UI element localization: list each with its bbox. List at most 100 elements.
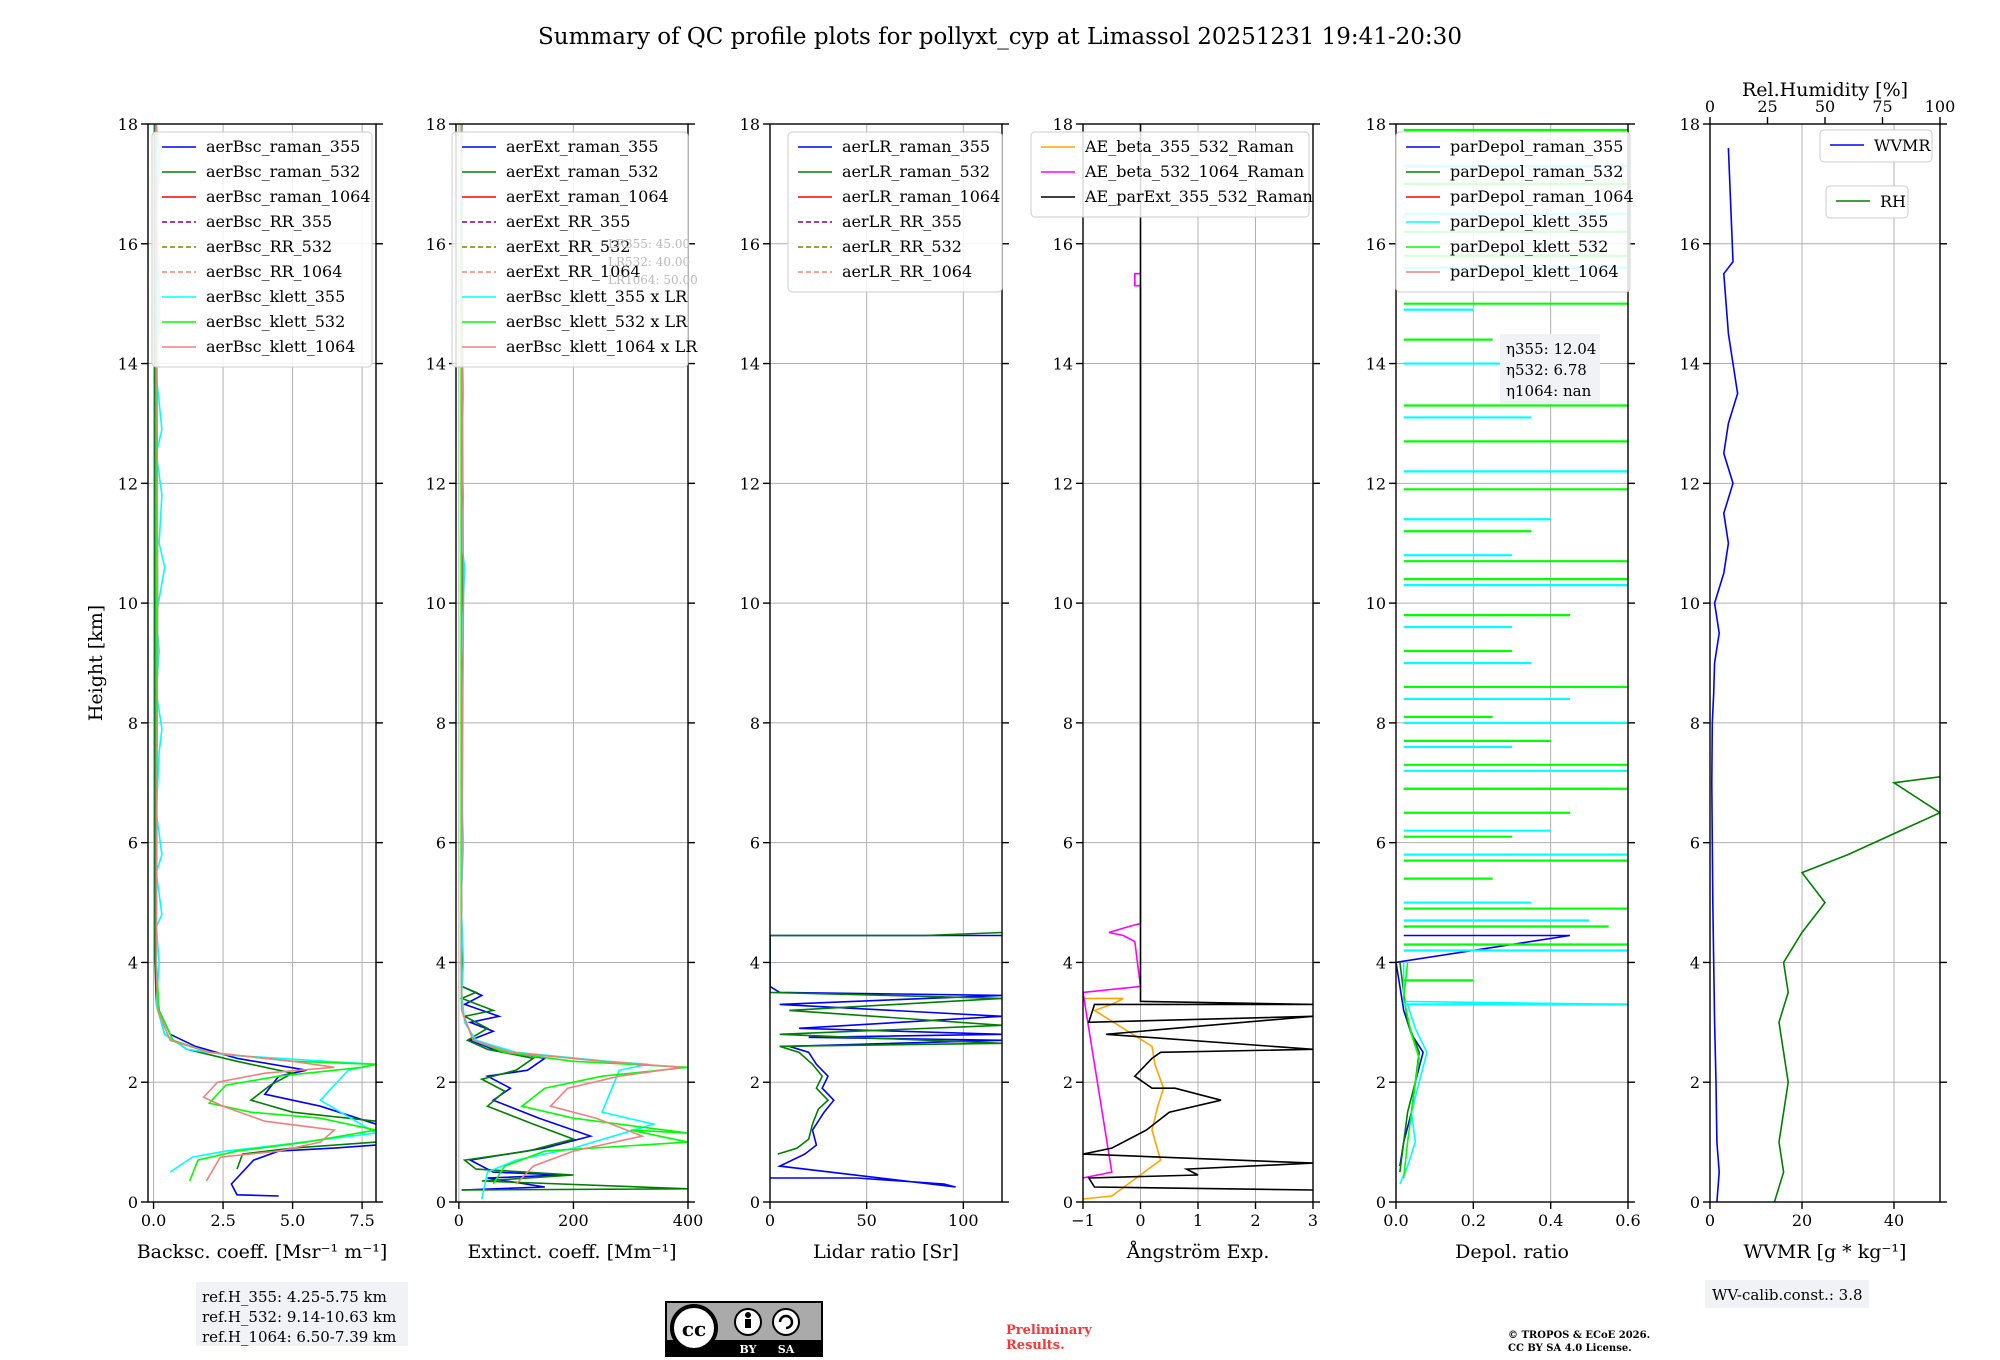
ytick-label: 6 — [436, 834, 446, 853]
xtick-label: 2 — [1250, 1211, 1260, 1230]
ytick-label: 6 — [750, 834, 760, 853]
ytick-label: 16 — [1680, 235, 1700, 254]
legend-entry: aerBsc_klett_1064 x LR — [506, 337, 698, 356]
ytick-label: 8 — [436, 714, 446, 733]
series-aerBsc_klett_1064 x LR — [460, 124, 683, 1185]
ytick-label: 0 — [128, 1193, 138, 1212]
xtick-label: 2.5 — [210, 1211, 235, 1230]
copyright-line-1: © TROPOS & ECoE 2026. — [1508, 1330, 1650, 1341]
ytick-label: 8 — [1063, 714, 1073, 733]
legend-entry: aerExt_RR_1064 — [506, 262, 641, 281]
ytick-label: 6 — [1376, 834, 1386, 853]
series-aerBsc_klett_532 — [155, 124, 376, 1182]
ytick-label: 2 — [436, 1073, 446, 1092]
series-aerBsc_raman_355 — [230, 1144, 376, 1197]
sa-label: SA — [778, 1343, 795, 1356]
ytick-label: 12 — [426, 474, 446, 493]
legend-entry: parDepol_klett_355 — [1450, 212, 1608, 231]
lr-info: LR532: 40.00 — [608, 255, 690, 269]
legend-entry: AE_beta_532_1064_Raman — [1084, 162, 1304, 181]
ytick-label: 10 — [118, 594, 138, 613]
ytick-label: 2 — [1690, 1073, 1700, 1092]
ytick-label: 8 — [128, 714, 138, 733]
legend-entry: aerExt_raman_532 — [506, 162, 659, 181]
x-axis-label: Extinct. coeff. [Mm⁻¹] — [467, 1241, 676, 1263]
ytick-label: 16 — [1053, 235, 1073, 254]
legend-entry: aerBsc_klett_355 x LR — [506, 287, 688, 306]
legend-entry: parDepol_raman_532 — [1450, 162, 1623, 181]
preliminary-line-2: Results. — [1006, 1338, 1065, 1353]
ytick-label: 14 — [1680, 355, 1700, 374]
ytick-label: 10 — [740, 594, 760, 613]
legend-entry: aerBsc_klett_532 — [206, 312, 345, 331]
series-aerBsc_klett_355 — [155, 124, 376, 1173]
by-person-body — [745, 1319, 751, 1328]
x-axis-label: WVMR [g * kg⁻¹] — [1744, 1241, 1907, 1263]
ytick-label: 4 — [750, 953, 760, 972]
legend-entry: aerBsc_klett_1064 — [206, 337, 355, 356]
ytick-label: 8 — [1376, 714, 1386, 733]
ytick-label: 10 — [1053, 594, 1073, 613]
ytick-label: 0 — [750, 1193, 760, 1212]
xtick-label: 3 — [1308, 1211, 1318, 1230]
legend: aerLR_raman_355 aerLR_raman_532 aerLR_rama… — [787, 131, 1003, 293]
ytick-label: 16 — [740, 235, 760, 254]
legend-box — [1395, 131, 1631, 293]
ytick-label: 0 — [436, 1193, 446, 1212]
ytick-label: 18 — [1366, 115, 1386, 134]
cc-icon-text: cc — [682, 1317, 706, 1341]
ticks — [1076, 123, 1320, 1209]
xtick-label: 50 — [856, 1211, 876, 1230]
series-group — [1711, 147, 1940, 1202]
copyright-note: © TROPOS & ECoE 2026. CC BY SA 4.0 Licen… — [1508, 1330, 1650, 1354]
xtick-label: 5.0 — [280, 1211, 305, 1230]
by-label: BY — [740, 1343, 757, 1356]
ytick-label: 16 — [118, 235, 138, 254]
legend-box — [787, 131, 1003, 293]
series-group — [770, 931, 1002, 1188]
top-xtick-label: 0 — [1705, 97, 1715, 116]
ytick-label: 14 — [426, 355, 446, 374]
series-aerExt_raman_532 — [459, 124, 688, 1191]
ytick-label: 6 — [128, 834, 138, 853]
xtick-label: 1 — [1193, 1211, 1203, 1230]
ytick-label: 0 — [1376, 1193, 1386, 1212]
ytick-label: 8 — [1690, 714, 1700, 733]
series-AE_beta_532_1064_Raman — [1083, 272, 1142, 1179]
legend-entry: aerLR_raman_1064 — [842, 187, 1000, 206]
xtick-label: 400 — [673, 1211, 704, 1230]
legend-box — [1819, 129, 1933, 163]
panel-frame — [455, 123, 689, 1203]
ytick-label: 4 — [1376, 953, 1386, 972]
series-aerLR_raman_532 — [770, 931, 1002, 1155]
eta-line: η532: 6.78 — [1506, 361, 1587, 379]
legend-entry: parDepol_klett_532 — [1450, 237, 1608, 256]
xtick-label: 0.6 — [1615, 1211, 1640, 1230]
wv-calib-text: WV-calib.const.: 3.8 — [1712, 1286, 1863, 1304]
legend-entry: WVMR — [1874, 136, 1931, 155]
legend-entry: parDepol_raman_355 — [1450, 137, 1623, 156]
ytick-label: 2 — [750, 1073, 760, 1092]
xtick-label: 7.5 — [349, 1211, 374, 1230]
ytick-label: 6 — [1690, 834, 1700, 853]
y-axis-label: Height [km] — [85, 605, 107, 721]
legend-box — [151, 131, 373, 368]
legend-entry: aerLR_raman_532 — [842, 162, 990, 181]
ytick-label: 2 — [1376, 1073, 1386, 1092]
legend-entry: aerBsc_RR_532 — [206, 237, 332, 256]
cc-icon — [670, 1304, 718, 1352]
legend-entry: aerBsc_klett_355 — [206, 287, 345, 306]
cc-license-badge: cc BY SA — [665, 1301, 823, 1357]
ytick-label: 6 — [1063, 834, 1073, 853]
ytick-label: 18 — [740, 115, 760, 134]
legend-entry: aerLR_RR_532 — [842, 237, 962, 256]
ytick-label: 2 — [128, 1073, 138, 1092]
series-aerBsc_raman_532 — [236, 1141, 376, 1170]
legend-entry: AE_parExt_355_532_Raman — [1084, 187, 1313, 206]
legend-entry: aerBsc_raman_355 — [206, 137, 360, 156]
xtick-label: −1 — [1071, 1211, 1095, 1230]
top-xtick-label: 25 — [1757, 97, 1777, 116]
panel-frame — [769, 123, 1003, 1203]
